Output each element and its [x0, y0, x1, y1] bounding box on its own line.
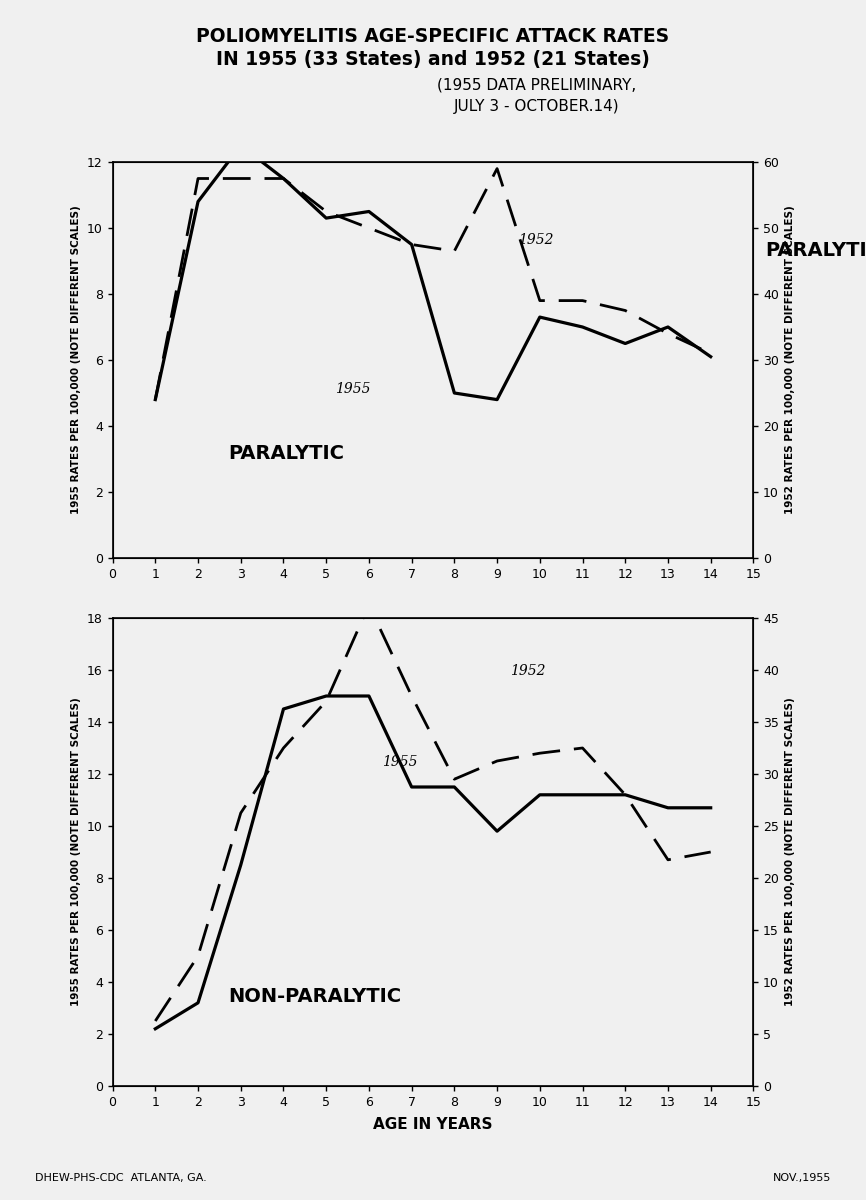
Y-axis label: 1955 RATES PER 100,000 (NOTE DIFFERENT SCALES): 1955 RATES PER 100,000 (NOTE DIFFERENT S… [71, 205, 81, 515]
Text: (1955 DATA PRELIMINARY,: (1955 DATA PRELIMINARY, [437, 78, 637, 92]
Text: 1955: 1955 [335, 382, 371, 396]
Text: POLIOMYELITIS AGE-SPECIFIC ATTACK RATES: POLIOMYELITIS AGE-SPECIFIC ATTACK RATES [197, 26, 669, 46]
Y-axis label: 1952 RATES PER 100,000 (NOTE DIFFERENT SCALES): 1952 RATES PER 100,000 (NOTE DIFFERENT S… [785, 697, 795, 1007]
Text: PARALYTIC: PARALYTIC [228, 444, 344, 463]
Y-axis label: 1955 RATES PER 100,000 (NOTE DIFFERENT SCALES): 1955 RATES PER 100,000 (NOTE DIFFERENT S… [71, 697, 81, 1007]
Text: 1955: 1955 [382, 755, 417, 769]
Text: DHEW-PHS-CDC  ATLANTA, GA.: DHEW-PHS-CDC ATLANTA, GA. [35, 1174, 206, 1183]
Text: 1952: 1952 [519, 234, 554, 247]
Y-axis label: 1952 RATES PER 100,000 (NOTE DIFFERENT SCALES): 1952 RATES PER 100,000 (NOTE DIFFERENT S… [785, 205, 795, 515]
X-axis label: AGE IN YEARS: AGE IN YEARS [373, 1117, 493, 1132]
Text: NOV.,1955: NOV.,1955 [773, 1174, 831, 1183]
Text: 1952: 1952 [510, 665, 546, 678]
Text: NON-PARALYTIC: NON-PARALYTIC [228, 986, 401, 1006]
Text: JULY 3 - OCTOBER.14): JULY 3 - OCTOBER.14) [454, 100, 620, 114]
Text: IN 1955 (33 States) and 1952 (21 States): IN 1955 (33 States) and 1952 (21 States) [216, 50, 650, 70]
Text: PARALYTIC: PARALYTIC [766, 241, 866, 260]
